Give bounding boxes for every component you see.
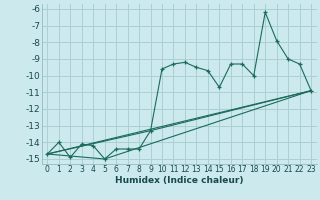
X-axis label: Humidex (Indice chaleur): Humidex (Indice chaleur) xyxy=(115,176,244,185)
